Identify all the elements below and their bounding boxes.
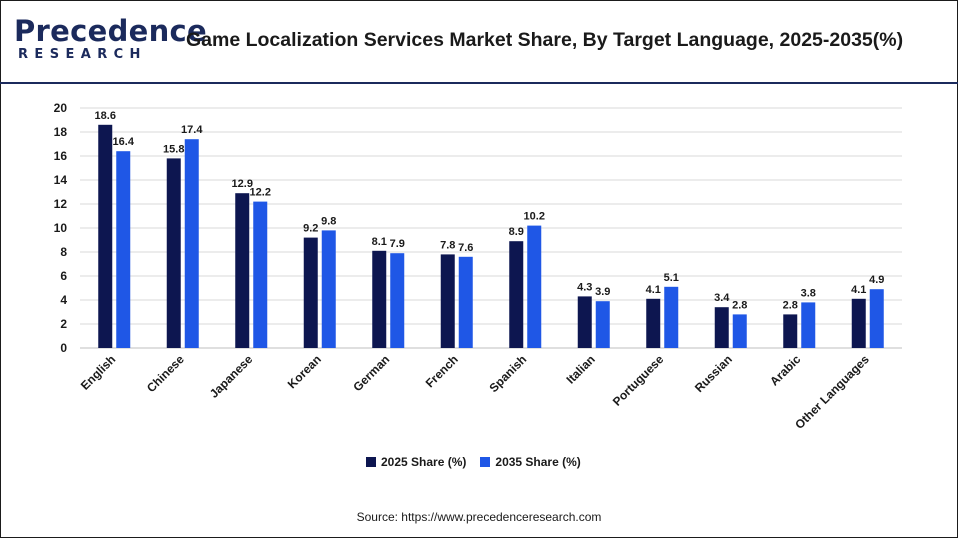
data-label: 18.6	[95, 110, 116, 122]
x-tick-label: Arabic	[767, 352, 804, 389]
legend-item-2035: 2035 Share (%)	[480, 455, 581, 469]
chart-title: Game Localization Services Market Share,…	[186, 29, 904, 51]
y-tick-label: 16	[54, 149, 68, 163]
bar-2025	[235, 193, 250, 348]
data-label: 2.8	[732, 299, 747, 311]
x-tick-label: Japanese	[207, 352, 256, 401]
legend-label-2025: 2025 Share (%)	[381, 455, 467, 469]
data-label: 10.2	[524, 211, 545, 223]
bar-2035	[253, 201, 268, 348]
data-label: 4.3	[577, 281, 592, 293]
x-tick-label: French	[423, 352, 461, 390]
data-label: 4.1	[646, 284, 661, 296]
data-label: 12.9	[232, 178, 253, 190]
bar-2035	[732, 314, 747, 348]
data-label: 4.1	[851, 284, 866, 296]
bar-2035	[458, 256, 473, 348]
data-label: 17.4	[181, 124, 203, 136]
y-tick-label: 20	[54, 101, 68, 115]
bar-2025	[166, 158, 181, 348]
data-label: 3.4	[714, 292, 730, 304]
bar-2025	[372, 250, 387, 348]
y-tick-label: 6	[60, 269, 67, 283]
bar-2035	[321, 230, 336, 348]
header-divider	[0, 82, 958, 84]
bar-2025	[303, 237, 318, 348]
data-label: 9.2	[303, 223, 318, 235]
data-label: 8.9	[509, 226, 524, 238]
bar-2025	[98, 124, 113, 348]
bar-2025	[440, 254, 455, 348]
data-label: 15.8	[163, 143, 184, 155]
data-label: 9.8	[321, 215, 336, 227]
bar-2025	[851, 298, 866, 348]
bar-2035	[869, 289, 884, 348]
legend: 2025 Share (%) 2035 Share (%)	[366, 455, 595, 469]
y-tick-label: 18	[54, 125, 68, 139]
bar-2025	[509, 241, 524, 348]
bar-2025	[714, 307, 729, 348]
legend-swatch-2025	[366, 457, 376, 467]
x-tick-label: Russian	[692, 352, 735, 395]
legend-label-2035: 2035 Share (%)	[495, 455, 581, 469]
legend-item-2025: 2025 Share (%)	[366, 455, 466, 469]
data-label: 16.4	[113, 136, 135, 148]
x-tick-label: Spanish	[486, 352, 529, 395]
data-label: 7.6	[458, 242, 473, 254]
y-tick-label: 0	[60, 341, 67, 355]
bar-2025	[577, 296, 592, 348]
y-tick-label: 8	[60, 245, 67, 259]
bar-2035	[664, 286, 679, 348]
y-tick-label: 10	[54, 221, 68, 235]
data-label: 8.1	[372, 236, 387, 248]
data-label: 7.8	[440, 239, 455, 251]
precedence-research-logo: Precedence RESEARCH	[14, 14, 207, 64]
header: Precedence RESEARCH Game Localization Se…	[0, 0, 958, 82]
y-tick-label: 4	[60, 293, 67, 307]
data-label: 3.9	[595, 286, 610, 298]
x-tick-label: Korean	[285, 352, 324, 391]
bar-2035	[527, 225, 542, 348]
data-label: 5.1	[664, 272, 679, 284]
bar-2035	[116, 151, 131, 348]
logo-subtitle: RESEARCH	[18, 47, 147, 62]
bar-2035	[595, 301, 610, 348]
x-tick-label: Other Languages	[792, 352, 872, 432]
x-tick-label: Portuguese	[610, 352, 667, 409]
data-label: 12.2	[250, 187, 271, 199]
legend-swatch-2035	[480, 457, 491, 467]
y-tick-label: 2	[60, 317, 67, 331]
bar-chart: 0 2 4 6 8 10 12 14 16 18 20 18.6 16.4 English 15.8 17.4…	[54, 101, 902, 432]
x-tick-label: Chinese	[144, 352, 187, 395]
bar-2025	[646, 298, 661, 348]
y-tick-label: 12	[54, 197, 68, 211]
y-tick-label: 14	[54, 173, 68, 187]
source-note: Source: https://www.precedenceresearch.c…	[356, 510, 602, 524]
bar-2025	[783, 314, 798, 348]
x-tick-label: Italian	[563, 352, 597, 386]
data-label: 4.9	[869, 274, 884, 286]
x-tick-label: German	[350, 352, 392, 394]
x-tick-label: English	[78, 352, 119, 393]
bar-2035	[184, 139, 199, 348]
bar-2035	[801, 302, 816, 348]
logo-wordmark: Precedence	[14, 14, 208, 48]
data-label: 2.8	[783, 299, 798, 311]
data-label: 7.9	[390, 238, 405, 250]
bar-2035	[390, 253, 405, 348]
data-label: 3.8	[801, 287, 816, 299]
